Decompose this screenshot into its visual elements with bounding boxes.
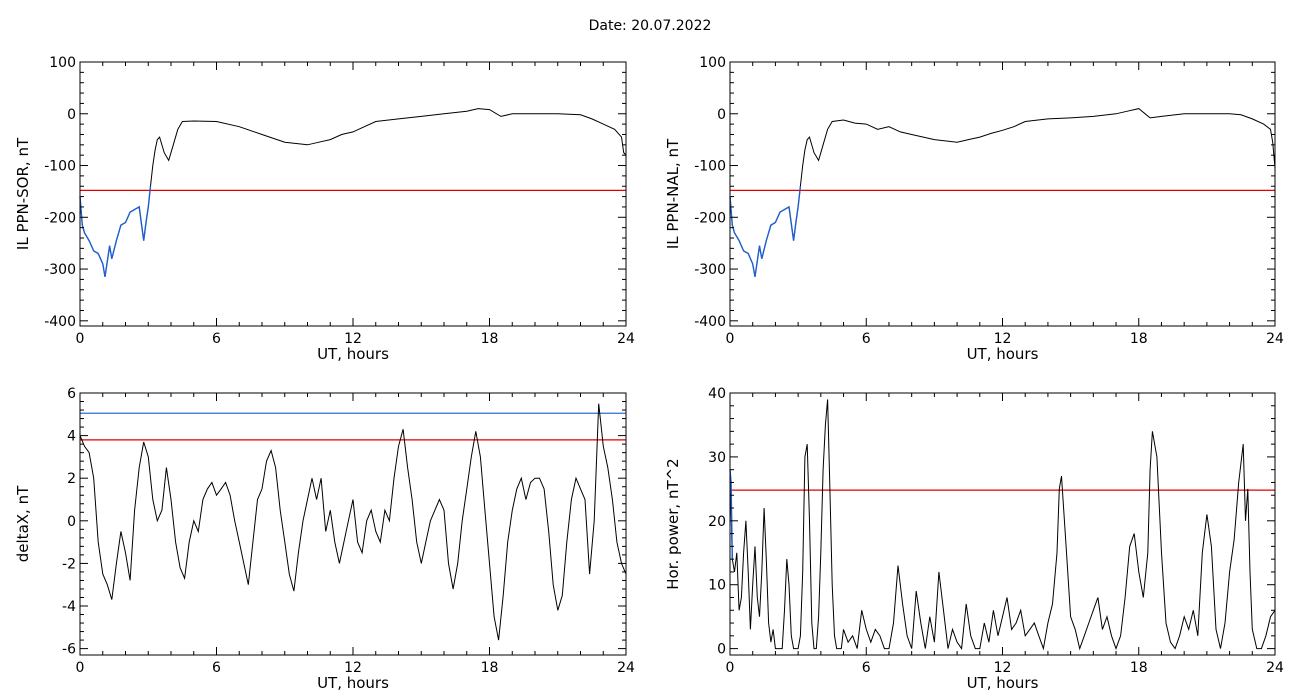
x-tick-label: 0 [726,331,735,347]
y-tick-label: 10 [708,578,726,594]
y-tick-label: -100 [694,159,726,175]
x-tick-label: 18 [1130,331,1148,347]
x-tick-label: 18 [1130,660,1148,676]
y-tick-label: 0 [717,642,726,658]
y-tick-label: 30 [708,450,726,466]
plot-frame [79,392,627,656]
x-tick-label: 6 [862,660,871,676]
y-tick-label: -4 [62,599,76,615]
y-tick-label: 6 [67,386,76,402]
x-tick-label: 18 [481,660,499,676]
y-tick-label: -2 [62,556,76,572]
x-tick-label: 18 [481,331,499,347]
series-line [729,399,1276,651]
y-tick-label: -300 [44,262,76,278]
x-tick-label: 24 [1266,660,1284,676]
y-axis-label: deltaX, nT [14,485,32,562]
x-tick-label: 24 [617,331,635,347]
page-title: Date: 20.07.2022 [588,18,712,34]
x-axis-label: UT, hours [317,345,389,363]
x-tick-label: 12 [994,331,1012,347]
y-axis-label: IL PPN-NAL, nT [664,138,682,249]
x-axis-label: UT, hours [967,674,1039,692]
series-line [79,108,627,277]
x-tick-label: 24 [617,660,635,676]
x-tick-label: 6 [212,331,221,347]
x-tick-label: 12 [994,660,1012,676]
chart-panel-ppn-sor: 0 6 12 18 24 -400 -300 -200 -100 0 100 UT, hours IL … [14,55,635,363]
y-tick-label: 40 [708,386,726,402]
x-tick-label: 12 [344,660,362,676]
y-tick-label: -300 [694,262,726,278]
y-tick-label: 0 [67,514,76,530]
y-tick-label: 0 [67,107,76,123]
y-tick-label: 2 [67,471,76,487]
y-tick-label: 4 [67,429,76,445]
y-axis-label: Hor. power, nT^2 [664,458,682,589]
chart-panel-ppn-nal: 0 6 12 18 24 -400 -300 -200 -100 0 100 UT, hours IL … [664,55,1284,363]
plot-frame [79,61,627,327]
y-tick-label: -6 [62,642,76,658]
y-tick-label: -400 [44,314,76,330]
y-tick-label: -400 [694,314,726,330]
y-axis-label: IL PPN-SOR, nT [14,137,32,250]
y-tick-label: 20 [708,514,726,530]
plot-frame [729,61,1276,327]
x-tick-label: 24 [1266,331,1284,347]
x-tick-label: 12 [344,331,362,347]
y-tick-label: -200 [44,210,76,226]
y-tick-label: 0 [717,107,726,123]
x-tick-label: 6 [212,660,221,676]
x-tick-label: 0 [76,331,85,347]
chart-panel-hor-power: 0 6 12 18 24 0 10 20 30 40 UT, hours Hor. power, nT… [664,386,1284,692]
x-axis-label: UT, hours [967,345,1039,363]
y-tick-label: 100 [49,55,76,71]
x-tick-label: 0 [76,660,85,676]
x-tick-label: 0 [726,660,735,676]
series-line [729,108,1276,277]
highlight-line [729,186,802,277]
x-axis-label: UT, hours [317,674,389,692]
y-tick-label: -100 [44,159,76,175]
x-tick-label: 6 [862,331,871,347]
series-line [79,403,627,641]
y-tick-label: 100 [699,55,726,71]
y-tick-label: -200 [694,210,726,226]
highlight-line [79,186,152,277]
